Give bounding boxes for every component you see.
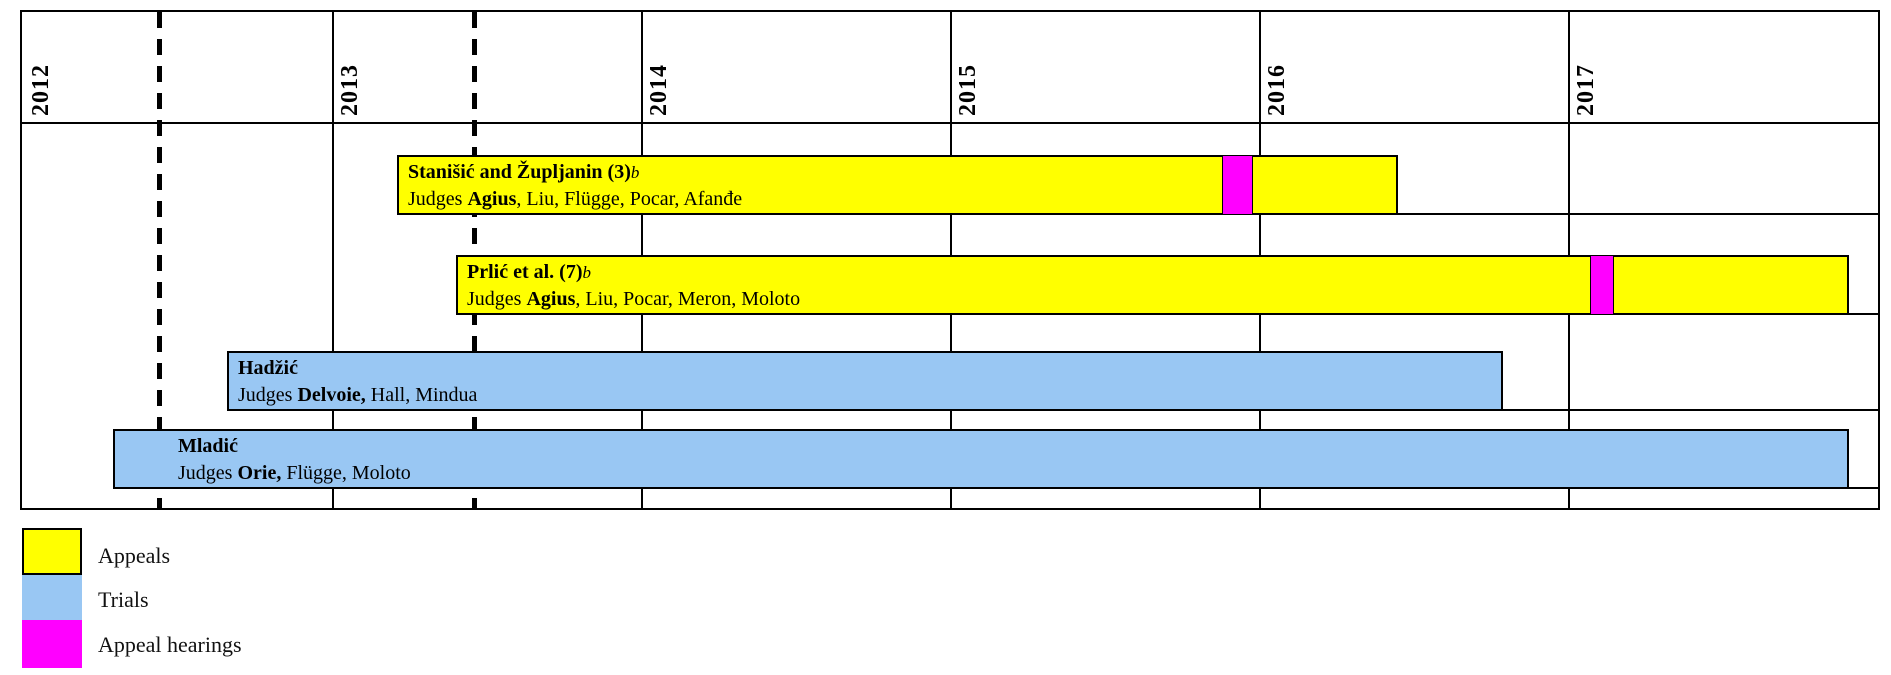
footnote-marker: b (582, 263, 592, 282)
legend-swatch-trials (22, 575, 82, 620)
year-label: 2017 (1573, 64, 1599, 116)
year-label: 2012 (28, 64, 54, 116)
legend-label: Trials (98, 587, 149, 612)
judges-line: Judges Delvoie, Hall, Mindua (238, 384, 478, 406)
year-label: 2016 (1264, 64, 1290, 116)
legend-swatch-stack (22, 528, 82, 668)
case-name: Mladić (178, 435, 238, 457)
row-baseline-extension (1849, 487, 1878, 489)
appeal-hearing-segment (1222, 155, 1253, 215)
case-bar-trial: Mladić Judges Orie, Flügge, Moloto (113, 429, 1849, 489)
legend-label: Appeals (98, 543, 171, 568)
judges-line: Judges Agius, Liu, Pocar, Meron, Moloto (467, 288, 801, 310)
case-bar-appeal: Stanišić and Župljanin (3)b Judges Agius,… (397, 155, 1398, 215)
judges-line: Judges Agius, Liu, Flügge, Pocar, Afanđe (408, 188, 743, 210)
row-baseline-extension (1849, 313, 1878, 315)
judges-line: Judges Orie, Flügge, Moloto (178, 462, 411, 484)
case-name: Stanišić and Župljanin (3)b (408, 161, 640, 183)
case-bar-trial: Hadžić Judges Delvoie, Hall, Mindua (227, 351, 1503, 411)
legend-label: Appeal hearings (98, 632, 242, 657)
year-label: 2013 (337, 64, 363, 116)
legend-swatch-appeals (22, 528, 82, 575)
year-label: 2015 (955, 64, 981, 116)
year-gridline (332, 10, 334, 510)
footnote-marker: b (630, 163, 640, 182)
case-name: Prlić et al. (7)b (467, 261, 592, 283)
legend-swatch-appeal-hearings (22, 620, 82, 668)
case-name: Hadžić (238, 357, 298, 379)
year-label: 2014 (646, 64, 672, 116)
appeal-hearing-segment (1590, 255, 1614, 315)
case-bar-appeal: Prlić et al. (7)b Judges Agius, Liu, Poca… (456, 255, 1849, 315)
row-baseline-extension (1398, 213, 1878, 215)
projection-dashed-line (157, 12, 162, 508)
row-baseline-extension (1503, 409, 1878, 411)
